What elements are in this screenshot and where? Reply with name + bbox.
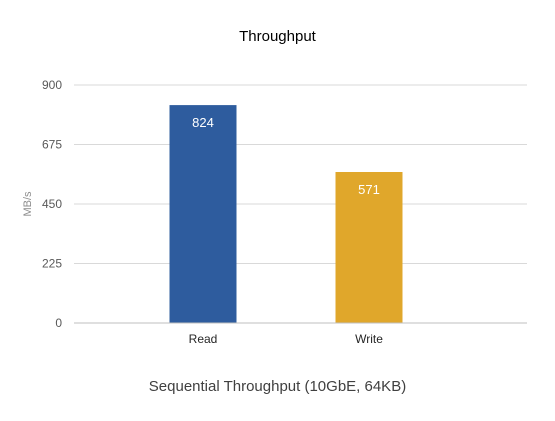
y-tick-label: 900: [42, 78, 62, 92]
y-axis-ticks: 0 225 450 675 900: [42, 78, 62, 330]
gridlines: [74, 84, 527, 264]
category-label-read: Read: [189, 332, 218, 346]
y-tick-label: 225: [42, 257, 62, 271]
bars: 824 571: [169, 105, 403, 323]
y-tick-label: 675: [42, 138, 62, 152]
bar-write: [335, 172, 403, 323]
y-axis-label: MB/s: [22, 191, 34, 217]
category-label-write: Write: [355, 332, 383, 346]
bar-read: [169, 105, 237, 323]
chart-title: Throughput: [239, 28, 317, 45]
y-tick-label: 0: [55, 316, 62, 330]
x-axis-label: Sequential Throughput (10GbE, 64KB): [149, 378, 406, 395]
y-tick-label: 450: [42, 197, 62, 211]
data-label-read: 824: [192, 115, 214, 130]
data-label-write: 571: [358, 182, 380, 197]
x-axis-categories: Read Write: [189, 332, 384, 346]
